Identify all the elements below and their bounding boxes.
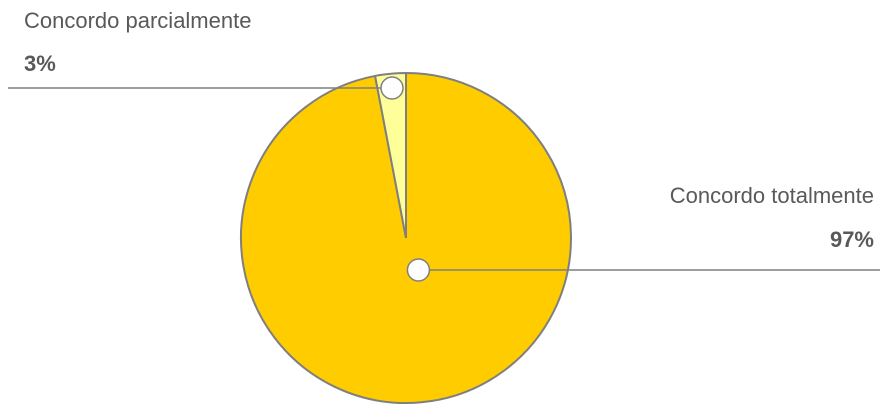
leader-marker — [406, 258, 431, 282]
category-label: Concordo parcialmente — [24, 8, 251, 33]
leader-marker — [380, 76, 404, 100]
value-label: 97% — [830, 227, 874, 252]
pie-slice — [373, 71, 407, 239]
value-label: 3% — [24, 51, 56, 76]
category-label: Concordo totalmente — [670, 183, 874, 208]
